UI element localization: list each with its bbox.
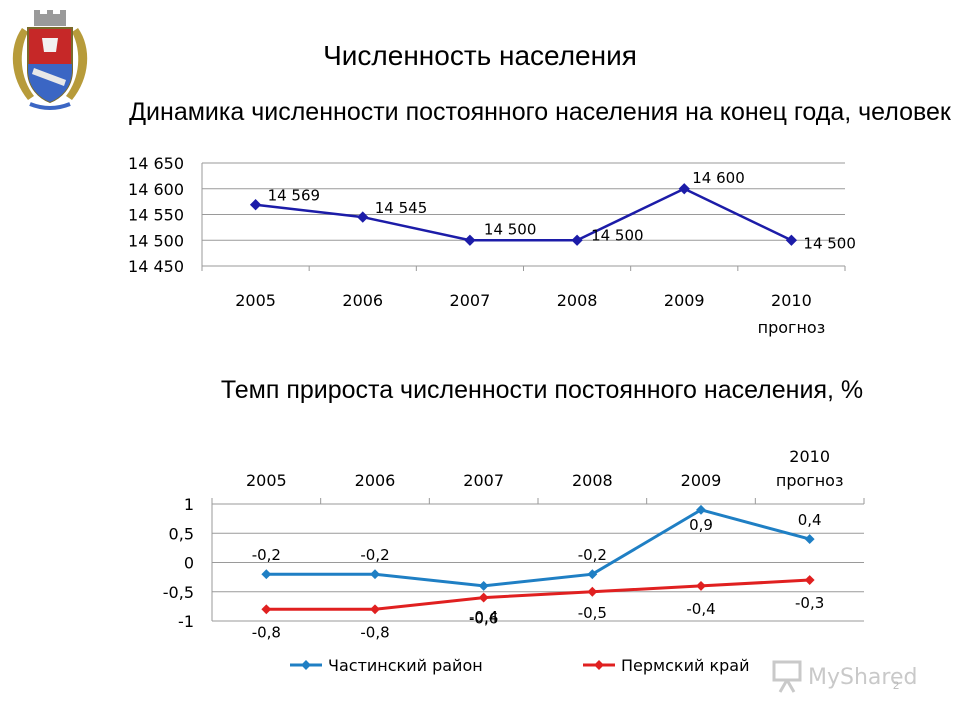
data-point (785, 234, 798, 246)
legend-marker (301, 660, 311, 670)
data-label: -0,6 (469, 610, 498, 628)
x-tick-label: 2008 (572, 471, 613, 490)
data-point (571, 234, 583, 246)
y-tick-label: -0,5 (163, 583, 194, 602)
x-tick-label: 2008 (557, 291, 598, 310)
x-tick-sublabel: прогноз (758, 318, 826, 337)
data-point (804, 575, 815, 585)
data-point (804, 534, 815, 545)
x-tick-label: 2007 (463, 471, 504, 490)
growth-chart-title: Темп прироста численности постоянного на… (220, 376, 864, 404)
page-number: 2 (893, 680, 900, 692)
data-label: -0,2 (252, 546, 281, 564)
y-tick-label: -1 (178, 612, 194, 631)
series-line (255, 187, 792, 242)
data-label: -0,2 (578, 546, 607, 564)
data-label: -0,4 (686, 600, 715, 618)
x-tick-label: 2009 (664, 291, 705, 310)
watermark-logo: MyShared (772, 660, 917, 693)
population-chart-title: Динамика численности постоянного населен… (129, 98, 951, 126)
y-tick-label: 14 600 (128, 180, 184, 199)
y-tick-label: 14 500 (128, 231, 184, 250)
data-point (696, 580, 706, 591)
y-tick-label: 14 450 (128, 257, 184, 276)
y-tick-label: 0 (184, 554, 194, 573)
data-label: 14 600 (692, 169, 745, 187)
data-label: -0,5 (578, 604, 607, 622)
y-tick-label: 1 (184, 495, 194, 514)
x-tick-label: 2010 (771, 291, 812, 310)
data-label: 0,4 (798, 511, 822, 529)
x-tick-label: 2005 (246, 471, 287, 490)
coat-of-arms-emblem (12, 10, 88, 110)
x-tick-label: 2010 (789, 447, 830, 466)
x-tick-sublabel: прогноз (776, 471, 844, 490)
legend-label: Пермский край (621, 656, 749, 675)
data-label: -0,4 (469, 608, 498, 626)
series-line-perm-krai (266, 578, 810, 611)
series-line-chastinsky (266, 508, 811, 588)
x-tick-label: 2009 (681, 471, 722, 490)
watermark-text: MyShared (808, 665, 917, 690)
x-tick-label: 2007 (450, 291, 491, 310)
presentation-board-icon (772, 660, 802, 693)
y-tick-label: 14 650 (128, 154, 184, 173)
data-point (587, 586, 598, 597)
data-point (478, 592, 489, 603)
x-tick-label: 2006 (355, 471, 396, 490)
data-label: -0,3 (795, 594, 824, 612)
y-tick-label: 0,5 (169, 524, 194, 543)
data-label: -0,2 (360, 546, 389, 564)
y-tick-label: 14 550 (128, 206, 184, 225)
data-label: 14 545 (375, 199, 428, 217)
data-label: 14 500 (803, 234, 856, 252)
data-point (370, 604, 380, 615)
data-point (464, 234, 476, 246)
data-point (261, 569, 272, 580)
data-point (370, 569, 380, 580)
data-label: -0,8 (360, 623, 389, 641)
data-label: 14 500 (484, 220, 536, 238)
legend-label: Частинский район (328, 656, 483, 675)
page-title: Численность населения (323, 40, 637, 71)
data-point (249, 199, 262, 211)
legend-marker (594, 660, 604, 670)
x-tick-label: 2005 (235, 291, 276, 310)
data-label: 0,9 (689, 516, 713, 534)
data-point (696, 504, 706, 515)
data-label: 14 500 (591, 226, 644, 244)
data-label: -0,8 (252, 623, 281, 641)
data-point (357, 211, 369, 223)
x-tick-label: 2006 (342, 291, 383, 310)
data-label: 14 569 (268, 187, 321, 205)
data-point (261, 604, 272, 615)
data-point (478, 580, 489, 591)
data-point (678, 183, 690, 195)
data-point (587, 569, 598, 580)
